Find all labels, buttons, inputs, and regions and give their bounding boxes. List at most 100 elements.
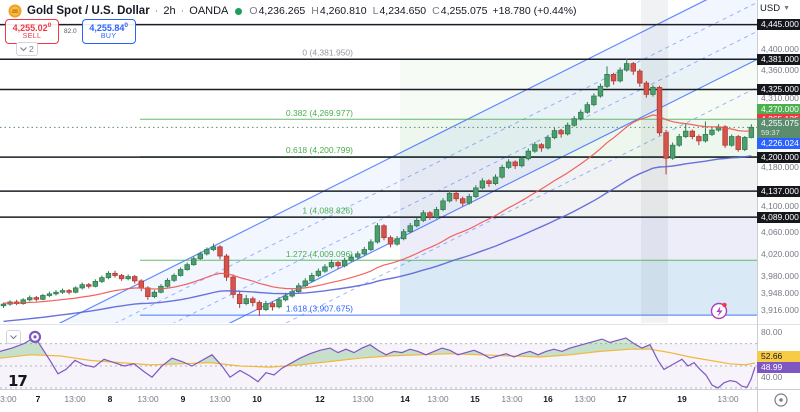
candle-body [368,241,374,250]
candle-body [433,209,440,218]
candle-body [479,180,486,189]
sell-button[interactable]: 4,255.020 SELL [5,19,59,44]
price-axis-label: 4,270.000 [757,103,800,115]
candle-body [53,291,59,295]
candle-body [204,249,210,255]
time-axis[interactable]: 13:00 7 13:00 8 13:00 9 13:00 10 12 13:00 14 13:00 1… [0,390,757,412]
channel-line [228,58,757,323]
candle-body [702,134,709,142]
candle-body [610,74,617,82]
candle-body [230,276,236,295]
currency-selector[interactable]: USD ▼ [760,3,790,14]
indicators-collapse-button[interactable]: 2 [16,42,38,56]
tradingview-logo[interactable]: 17 [8,372,28,390]
candle-body [584,104,591,113]
buy-button[interactable]: 4,255.840 BUY [81,19,136,44]
time-axis-label: 12 [315,394,325,404]
ohlc-item: O4,236.265 [249,5,306,17]
price-axis-label: 4,100.000 [761,201,799,211]
rsi-pane [0,330,757,389]
ohlc-item: L4,234.650 [372,5,427,17]
price-axis-label: 3,916.000 [761,305,799,316]
legend-separator: · [154,5,159,17]
candle-body [709,129,715,135]
time-axis-label: 13:00 [64,394,86,404]
candle-body [269,303,276,308]
sell-label: SELL [22,33,42,40]
time-axis-label: 13:00 [209,394,231,404]
price-change: +18.780 (+0.44%) [492,5,577,17]
price-axis[interactable]: 4,445.000 4,400.000 4,381.000 4,360.000 4,32… [757,0,800,389]
price-axis-label: 52.66 [757,351,800,362]
candle-body [0,303,7,307]
fib-label: 1.272 (4,009.096) [286,249,353,259]
rsi-fill-above [519,338,651,357]
price-axis-label: 4,020.000 [761,248,799,259]
candle-body [171,275,177,281]
candle-body [532,144,538,152]
candle-body [282,295,289,301]
candle-body [223,255,230,278]
candle-body [131,276,138,282]
slow-ma-line [3,155,752,323]
candle-body [138,280,144,289]
time-axis-label: 7 [35,394,41,404]
ohlc-item: H4,260.810 [311,5,367,17]
candle-body [400,231,407,240]
candle-body [118,275,125,280]
time-axis-label: 13:00 [427,394,449,404]
candle-body [492,176,499,184]
price-axis-label: 4,180.000 [761,162,799,173]
candle-body [505,161,512,168]
candle-body [650,86,656,95]
fib-label: 1 (4,088.826) [302,206,353,216]
fib-label: 0.382 (4,269.977) [286,108,353,118]
target-dot [779,398,783,402]
price-axis-label: 4,381.000 [757,53,800,65]
candle-body [125,276,131,280]
alert-lightning-icon[interactable] [710,302,728,320]
price-axis-label: 4,325.000 [757,84,800,95]
candle-body [683,130,689,137]
time-axis-label: 9 [180,394,186,404]
rsi-collapse-button[interactable] [6,330,21,344]
ohlc-item: C4,255.075 [432,5,488,17]
candle-body [381,225,387,239]
bar-countdown: 59:37 [761,128,780,138]
candle-body [624,63,630,71]
candle-body [236,294,243,304]
candle-body [689,130,695,137]
main-pane: 0 (4,381.950) 0.382 (4,269.977) 0.618 (4,2… [0,0,757,323]
candle-body [446,192,453,202]
candle-body [33,297,39,300]
symbol-title[interactable]: Gold Spot / U.S. Dollar [27,5,150,17]
candle-body [315,270,322,276]
candle-body [361,249,367,255]
candle-body [66,290,72,293]
candle-body [145,287,151,297]
symbol-legend[interactable]: Gold Spot / U.S. Dollar · 2h · OANDA O4,… [8,4,577,18]
spread-value: 82.0 [62,28,79,35]
candle-body [748,126,755,138]
price-axis-label: 4,445.000 [757,19,800,31]
candle-body [335,262,341,267]
candle-body [722,126,728,146]
chevron-down-icon [10,334,17,339]
candle-body [92,281,99,287]
ohlc-values: O4,236.265 H4,260.810 L4,234.650 C4,255.075 [249,5,487,17]
price-axis-label: 4,360.000 [761,65,799,76]
scroll-to-realtime-icon[interactable] [774,393,788,407]
time-axis-label: 17 [617,394,627,404]
candle-body [473,187,479,197]
interval-label[interactable]: 2h [163,5,176,17]
time-axis-label: 13:00 [501,394,523,404]
candle-body [191,258,197,266]
exchange-label[interactable]: OANDA [189,5,229,17]
candle-body [663,132,669,159]
candle-body [656,86,663,134]
candle-body [263,303,269,310]
order-panel: 4,255.020 SELL 82.0 4,255.840 BUY [5,19,136,44]
candle-body [348,256,354,261]
